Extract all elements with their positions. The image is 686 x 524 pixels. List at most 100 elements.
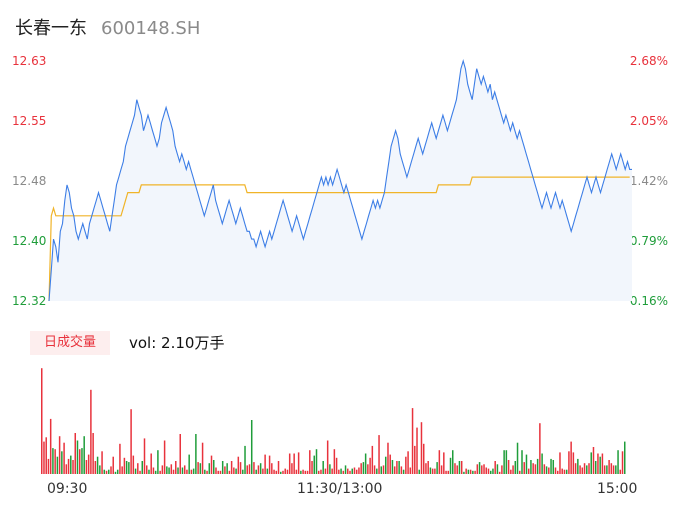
volume-bar — [210, 455, 213, 474]
volume-bar — [266, 468, 269, 474]
volume-bar — [371, 445, 374, 474]
volume-bar — [87, 454, 90, 474]
volume-bar — [380, 466, 383, 474]
volume-bar — [317, 470, 320, 474]
time-label-close: 15:00 — [597, 481, 638, 497]
volume-bar — [250, 420, 253, 474]
pct-tick-label: 2.68% — [629, 54, 668, 68]
volume-bar — [49, 418, 52, 474]
volume-bar — [204, 469, 206, 474]
volume-bar — [501, 465, 503, 474]
volume-bar — [588, 463, 590, 474]
volume-bar — [208, 463, 211, 474]
volume-bar — [489, 470, 492, 474]
volume-bar — [271, 463, 273, 474]
volume-bar — [559, 452, 561, 474]
price-tick-label: 12.40 — [12, 234, 47, 248]
volume-bar — [601, 453, 604, 474]
volume-bar — [83, 436, 85, 474]
volume-bar — [364, 453, 367, 474]
volume-bar — [150, 453, 152, 474]
volume-bar — [177, 467, 179, 474]
stock-header: 长春一东 600148.SH — [15, 14, 200, 40]
volume-bar — [367, 464, 369, 474]
volume-bar — [159, 470, 161, 474]
volume-bar — [409, 467, 412, 474]
volume-bar — [277, 461, 280, 474]
volume-bar — [572, 452, 575, 474]
volume-bar — [217, 470, 219, 474]
volume-bar — [612, 465, 615, 474]
time-label-open: 09:30 — [47, 481, 88, 497]
volume-bar — [418, 469, 420, 474]
volume-bar — [63, 442, 65, 474]
volume-bar — [121, 466, 123, 474]
volume-bar — [128, 462, 130, 474]
volume-bar — [570, 441, 572, 474]
volume-bar — [487, 468, 490, 474]
volume-tab[interactable]: 日成交量 — [30, 331, 110, 355]
volume-bar — [145, 465, 148, 474]
volume-bar — [41, 368, 43, 474]
volume-bar — [550, 458, 552, 474]
volume-bar — [273, 469, 275, 474]
volume-bar — [539, 423, 541, 474]
volume-bar — [586, 465, 588, 474]
volume-bar — [440, 465, 443, 474]
volume-bar — [554, 467, 557, 474]
volume-bar — [485, 467, 488, 474]
volume-bar — [206, 470, 208, 474]
volume-bar — [172, 469, 175, 474]
volume-bar — [103, 469, 106, 474]
volume-bar — [561, 468, 563, 474]
volume-bar — [617, 450, 619, 474]
volume-bar — [76, 440, 79, 474]
volume-bar — [300, 470, 302, 474]
volume-bar — [621, 451, 624, 474]
volume-bar — [275, 470, 278, 474]
volume-bar — [396, 461, 398, 474]
volume-bar — [420, 422, 423, 474]
volume-bar — [543, 464, 546, 474]
volume-bar — [248, 464, 251, 474]
volume-bar — [239, 462, 242, 474]
volume-bar — [293, 453, 295, 474]
volume-bar — [434, 468, 436, 474]
volume-bar — [233, 467, 235, 474]
volume-bar — [510, 469, 512, 474]
volume-bar — [280, 471, 282, 474]
volume-bar — [309, 450, 311, 474]
volume-bar — [556, 470, 559, 474]
volume-bar — [496, 464, 499, 474]
volume-bar — [114, 471, 117, 474]
volume-bar — [70, 455, 72, 474]
volume-bar — [565, 469, 568, 474]
pct-tick-label: 1.42% — [629, 174, 668, 188]
volume-bar — [400, 466, 403, 474]
volume-bar — [246, 465, 248, 474]
volume-bar — [58, 436, 61, 474]
volume-bar — [201, 442, 204, 474]
volume-bar — [507, 460, 510, 474]
volume-bar — [590, 452, 592, 474]
volume-bar — [81, 448, 83, 474]
volume-bar — [181, 467, 184, 474]
volume-bar — [465, 468, 467, 474]
volume-bar — [137, 463, 139, 474]
volume-bar — [92, 433, 94, 474]
stock-name: 长春一东 — [15, 18, 87, 39]
volume-bar — [398, 461, 400, 474]
volume-bar — [268, 455, 271, 474]
volume-bar — [315, 449, 318, 474]
volume-bar — [478, 462, 481, 474]
volume-bar — [116, 469, 119, 474]
volume-bar — [599, 456, 601, 474]
volume-bar — [163, 440, 166, 474]
volume-bar — [592, 447, 595, 474]
volume-bar — [157, 450, 159, 474]
volume-bar — [291, 463, 293, 474]
volume-bar — [431, 468, 434, 474]
volume-bar — [253, 462, 255, 474]
volume-bar — [320, 469, 322, 474]
